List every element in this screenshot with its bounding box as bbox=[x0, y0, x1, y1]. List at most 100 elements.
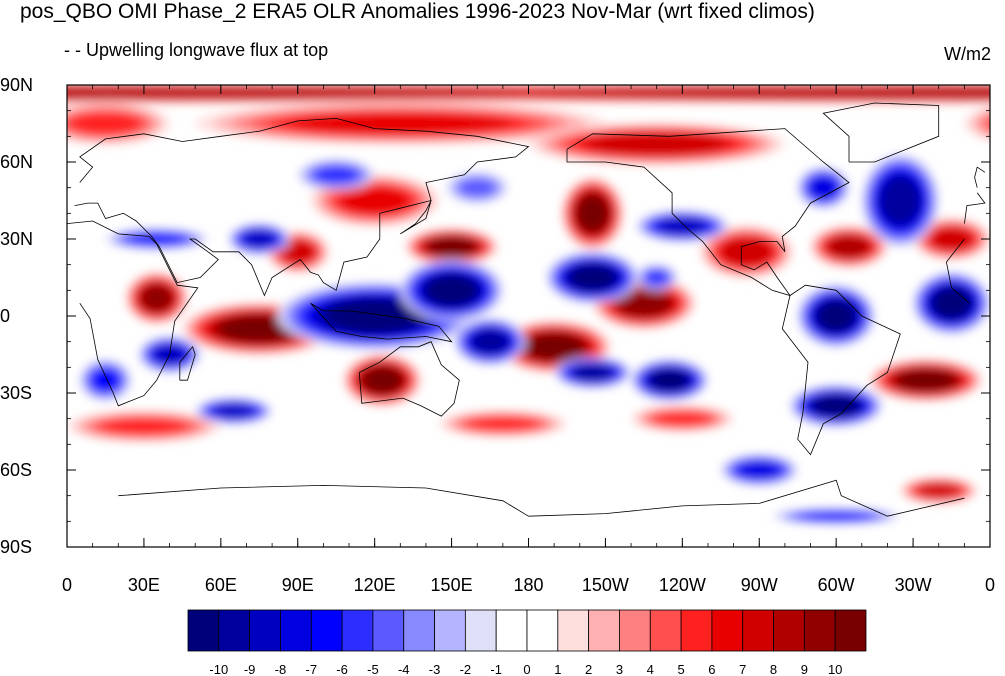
anomaly-contour bbox=[362, 367, 402, 394]
colorbar-label: -7 bbox=[305, 662, 317, 676]
coastline bbox=[946, 262, 970, 304]
anomaly-contour bbox=[67, 87, 546, 99]
lon-tick-label: 120E bbox=[354, 575, 396, 595]
anomaly-contour bbox=[812, 395, 860, 417]
coastline bbox=[118, 484, 529, 517]
anomaly-contour bbox=[511, 87, 990, 99]
colorbar-swatch bbox=[711, 609, 744, 652]
colorbar-swatch bbox=[773, 609, 805, 652]
colorbar-label: 8 bbox=[770, 662, 777, 676]
anomaly-contour bbox=[645, 270, 669, 285]
anomaly-contour bbox=[281, 240, 315, 263]
lat-tick-label: 30S bbox=[0, 383, 32, 403]
coastline bbox=[964, 192, 986, 224]
anomaly-contour bbox=[617, 290, 671, 317]
colorbar-label: -4 bbox=[398, 662, 410, 676]
lon-tick-label: 30E bbox=[128, 575, 160, 595]
anomaly-contour bbox=[880, 176, 920, 225]
colorbar-swatch bbox=[526, 609, 559, 652]
lon-tick-label: 90W bbox=[741, 575, 778, 595]
colorbar-label: -6 bbox=[336, 662, 348, 676]
anomaly-blob bbox=[869, 359, 983, 401]
coastlines bbox=[67, 102, 986, 517]
colorbar-swatch bbox=[803, 609, 836, 652]
colorbar-swatch bbox=[310, 609, 343, 652]
coastline bbox=[310, 302, 453, 343]
colorbar-swatch bbox=[649, 609, 682, 652]
colorbar-label: 1 bbox=[554, 662, 561, 676]
anomaly-contour bbox=[572, 364, 613, 381]
coastline bbox=[566, 128, 850, 297]
colorbar-swatch bbox=[680, 609, 713, 652]
coastline bbox=[781, 284, 901, 456]
anomaly-contour bbox=[91, 369, 120, 392]
anomaly-contour bbox=[658, 218, 707, 235]
anomaly-blob bbox=[454, 318, 526, 365]
anomaly-contour bbox=[466, 416, 539, 431]
colorbar-swatch bbox=[341, 609, 374, 652]
lat-tick-label: 60N bbox=[0, 152, 33, 172]
anomaly-contour bbox=[339, 186, 410, 215]
colorbar-swatch bbox=[403, 609, 435, 652]
anomaly-contour bbox=[213, 404, 254, 418]
colorbar-swatch bbox=[834, 609, 867, 652]
anomaly-blob bbox=[554, 357, 632, 388]
anomaly-blob bbox=[195, 398, 273, 424]
coastline bbox=[74, 117, 530, 297]
colorbar-label: 10 bbox=[828, 662, 842, 676]
colorbar-label: -8 bbox=[275, 662, 287, 676]
anomaly-blob bbox=[636, 210, 729, 242]
lon-tick-label: 150E bbox=[431, 575, 473, 595]
anomaly-contour bbox=[738, 461, 780, 479]
colorbar-label: -3 bbox=[429, 662, 441, 676]
coastline bbox=[528, 479, 965, 517]
colorbar-swatch bbox=[218, 609, 251, 652]
lon-tick-label: 60W bbox=[818, 575, 855, 595]
colorbar-swatch bbox=[434, 609, 466, 652]
anomaly-blob bbox=[400, 259, 503, 322]
anomaly-contour bbox=[918, 483, 960, 498]
lon-tick-label: 0 bbox=[62, 575, 72, 595]
colorbar-label: 5 bbox=[677, 662, 684, 676]
anomaly-blob bbox=[125, 272, 188, 324]
anomaly-contour bbox=[801, 512, 871, 521]
anomaly-blob bbox=[79, 359, 132, 401]
anomaly-contour bbox=[428, 237, 475, 256]
colorbar-label: 3 bbox=[616, 662, 623, 676]
lat-tick-label: 60S bbox=[0, 460, 32, 480]
colorbar-label: -1 bbox=[490, 662, 502, 676]
anomaly-contour bbox=[459, 178, 496, 197]
variable-description: - - Upwelling longwave flux at top bbox=[64, 40, 329, 60]
anomaly-blob bbox=[797, 285, 875, 347]
colorbar-label: 6 bbox=[708, 662, 715, 676]
anomaly-blob bbox=[797, 167, 849, 209]
coastline bbox=[358, 341, 460, 417]
anomaly-blob bbox=[546, 251, 639, 304]
anomaly-contour bbox=[932, 287, 971, 319]
colorbar-label: 0 bbox=[523, 662, 530, 676]
lat-tick-label: 90S bbox=[0, 537, 32, 557]
anomaly-contour bbox=[243, 231, 276, 247]
lon-tick-label: 30W bbox=[895, 575, 932, 595]
coastline bbox=[822, 102, 940, 163]
anomaly-contour bbox=[897, 369, 955, 391]
anomaly-contour bbox=[100, 417, 187, 435]
anomaly-contour bbox=[425, 274, 478, 306]
colorbar-swatch bbox=[557, 609, 590, 652]
anomaly-blob bbox=[195, 102, 606, 145]
anomaly-blob bbox=[631, 405, 734, 432]
lat-tick-label: 30N bbox=[0, 229, 33, 249]
anomaly-blob bbox=[636, 264, 678, 291]
anomaly-contour bbox=[289, 112, 512, 135]
anomaly-contour bbox=[588, 133, 725, 155]
lon-tick-label: 0 bbox=[985, 575, 995, 595]
colorbar-swatch bbox=[464, 609, 497, 652]
anomaly-blob bbox=[913, 218, 990, 260]
colorbar-swatch bbox=[187, 609, 220, 652]
colorbar-swatch bbox=[619, 609, 651, 652]
colorbar-label: -10 bbox=[209, 662, 228, 676]
anomaly-contour bbox=[325, 299, 424, 333]
anomaly-blob bbox=[900, 477, 978, 504]
coastline bbox=[946, 238, 965, 263]
